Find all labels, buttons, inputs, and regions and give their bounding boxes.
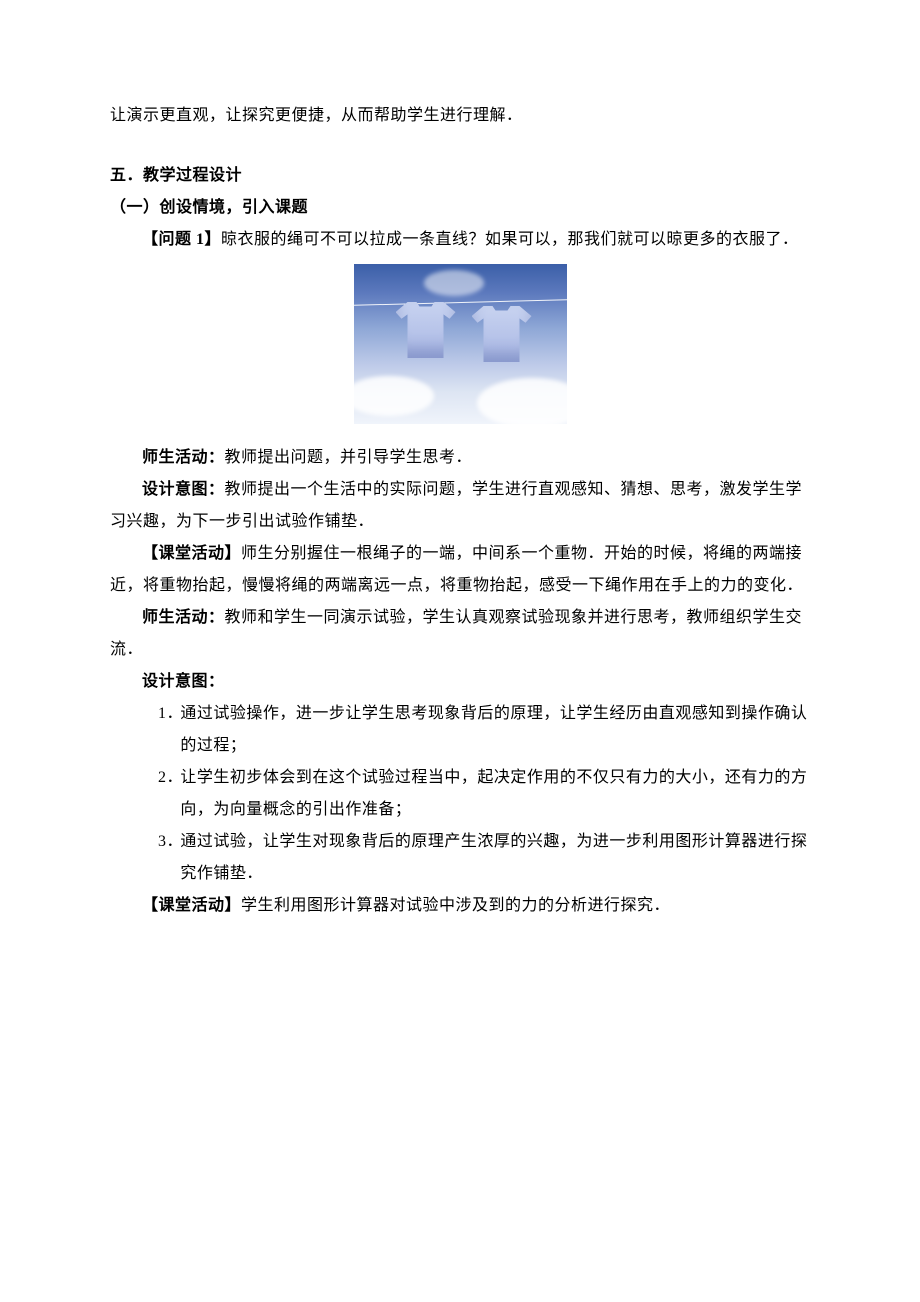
activity-1-text: 教师提出问题，并引导学生思考． <box>225 449 473 466</box>
activity-2-label: 师生活动： <box>142 609 225 626</box>
activity-1: 师生活动：教师提出问题，并引导学生思考． <box>110 442 810 474</box>
spacer <box>110 132 810 160</box>
activity-1-label: 师生活动： <box>142 449 225 466</box>
list-item: 1． 通过试验操作，进一步让学生思考现象背后的原理，让学生经历由直观感知到操作确… <box>158 698 810 762</box>
list-item-number: 1． <box>158 698 183 730</box>
figure-wrap <box>110 264 810 436</box>
design-intent-1-label: 设计意图： <box>142 481 225 498</box>
design-intent-list: 1． 通过试验操作，进一步让学生思考现象背后的原理，让学生经历由直观感知到操作确… <box>110 698 810 890</box>
list-item-text: 通过试验操作，进一步让学生思考现象背后的原理，让学生经历由直观感知到操作确认的过… <box>180 705 807 754</box>
class-activity-2: 【课堂活动】学生利用图形计算器对试验中涉及到的力的分析进行探究． <box>110 890 810 922</box>
design-intent-2-label: 设计意图： <box>142 673 225 690</box>
subsection-1-heading: （一）创设情境，引入课题 <box>110 192 810 224</box>
intro-line: 让演示更直观，让探究更便捷，从而帮助学生进行理解． <box>110 100 810 132</box>
clothesline-photo <box>354 264 567 424</box>
list-item-text: 让学生初步体会到在这个试验过程当中，起决定作用的不仅只有力的大小，还有力的方向，… <box>180 769 807 818</box>
list-item-number: 3． <box>158 826 183 858</box>
document-page: 让演示更直观，让探究更便捷，从而帮助学生进行理解． 五．教学过程设计 （一）创设… <box>0 0 920 1302</box>
question-1-label: 【问题 1】 <box>142 231 221 248</box>
class-activity-2-label: 【课堂活动】 <box>142 897 241 914</box>
class-activity-1-label: 【课堂活动】 <box>142 545 241 562</box>
class-activity-2-text: 学生利用图形计算器对试验中涉及到的力的分析进行探究． <box>241 897 670 914</box>
list-item-text: 通过试验，让学生对现象背后的原理产生浓厚的兴趣，为进一步利用图形计算器进行探究作… <box>180 833 807 882</box>
activity-2: 师生活动：教师和学生一同演示试验，学生认真观察试验现象并进行思考，教师组织学生交… <box>110 602 810 666</box>
list-item: 3． 通过试验，让学生对现象背后的原理产生浓厚的兴趣，为进一步利用图形计算器进行… <box>158 826 810 890</box>
section-5-heading: 五．教学过程设计 <box>110 160 810 192</box>
question-1: 【问题 1】晾衣服的绳可不可以拉成一条直线？如果可以，那我们就可以晾更多的衣服了… <box>110 224 810 256</box>
list-item: 2． 让学生初步体会到在这个试验过程当中，起决定作用的不仅只有力的大小，还有力的… <box>158 762 810 826</box>
design-intent-1: 设计意图：教师提出一个生活中的实际问题，学生进行直观感知、猜想、思考，激发学生学… <box>110 474 810 538</box>
list-item-number: 2． <box>158 762 183 794</box>
question-1-text: 晾衣服的绳可不可以拉成一条直线？如果可以，那我们就可以晾更多的衣服了． <box>221 231 799 248</box>
design-intent-2-label-line: 设计意图： <box>110 666 810 698</box>
class-activity-1: 【课堂活动】师生分别握住一根绳子的一端，中间系一个重物．开始的时候，将绳的两端接… <box>110 538 810 602</box>
